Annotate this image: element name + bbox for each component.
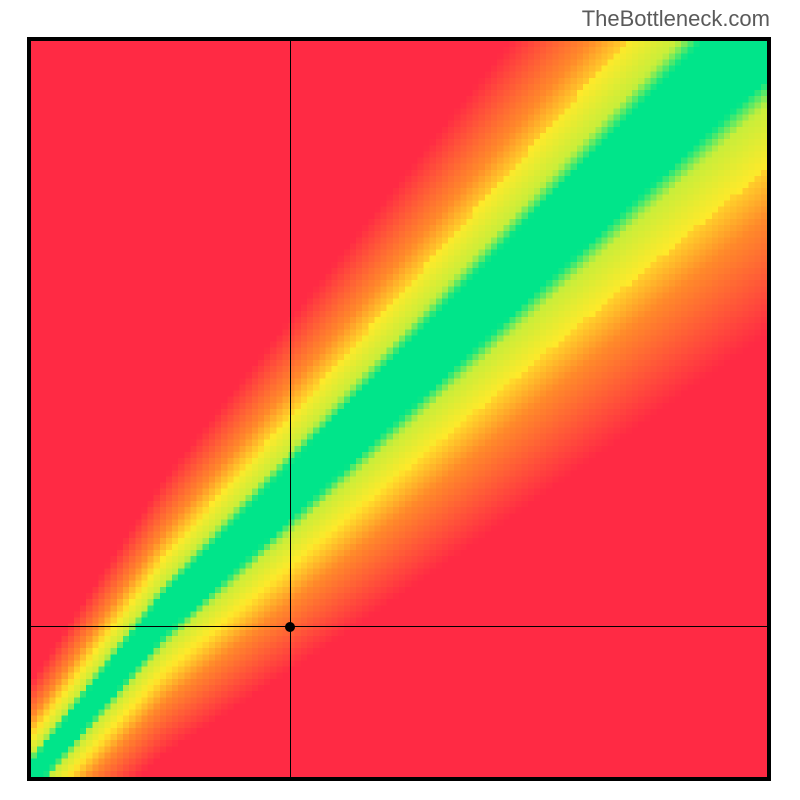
attribution-label: TheBottleneck.com	[582, 6, 770, 32]
plot-area	[31, 41, 767, 777]
chart-frame	[27, 37, 771, 781]
chart-container: TheBottleneck.com	[0, 0, 800, 800]
crosshair-vertical	[290, 41, 291, 777]
marker-point	[285, 622, 295, 632]
heatmap-canvas	[31, 41, 767, 777]
crosshair-horizontal	[31, 626, 767, 627]
